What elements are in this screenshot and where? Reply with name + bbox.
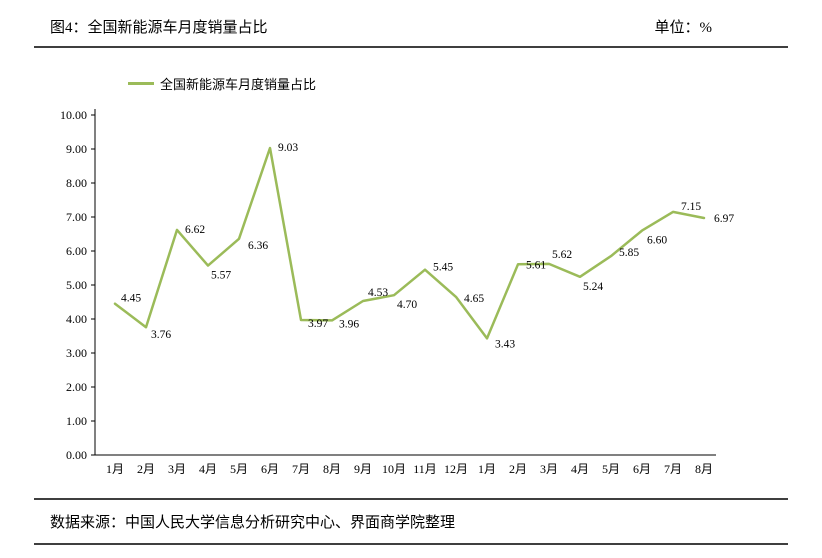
x-tick-label: 10月 — [382, 462, 406, 476]
x-tick-label: 11月 — [413, 462, 437, 476]
figure-header: 图4：全国新能源车月度销量占比 单位：% — [50, 16, 712, 37]
x-tick-label: 9月 — [354, 462, 372, 476]
y-tick-label: 10.00 — [60, 108, 87, 122]
x-tick-label: 5月 — [230, 462, 248, 476]
x-tick-label: 8月 — [695, 462, 713, 476]
unit-label: 单位：% — [654, 20, 713, 36]
data-label: 5.45 — [433, 262, 453, 274]
x-tick-label: 3月 — [168, 462, 186, 476]
x-tick-label: 6月 — [261, 462, 279, 476]
data-label: 3.43 — [495, 338, 515, 350]
data-label: 3.97 — [308, 318, 328, 330]
data-label: 7.15 — [681, 201, 701, 213]
footer-divider-bottom — [34, 543, 788, 545]
data-label: 4.45 — [121, 293, 141, 305]
x-tick-label: 7月 — [292, 462, 310, 476]
data-label: 4.65 — [464, 293, 484, 305]
data-label: 3.76 — [151, 329, 171, 341]
series-line — [113, 146, 706, 340]
data-label: 6.97 — [714, 213, 734, 225]
x-tick-label: 2月 — [137, 462, 155, 476]
data-label: 5.62 — [552, 249, 572, 261]
y-tick-label: 7.00 — [66, 210, 87, 224]
x-tick-label: 2月 — [509, 462, 527, 476]
y-tick-label: 9.00 — [66, 142, 87, 156]
data-source-text: 数据来源：中国人民大学信息分析研究中心、界面商学院整理 — [50, 515, 456, 531]
data-label: 9.03 — [278, 142, 298, 154]
data-label: 6.36 — [248, 240, 268, 252]
data-label: 5.24 — [583, 281, 603, 293]
chart-legend: 全国新能源车月度销量占比 — [128, 74, 316, 93]
data-label: 5.61 — [526, 259, 546, 271]
x-tick-label: 6月 — [633, 462, 651, 476]
x-tick-label: 12月 — [444, 462, 468, 476]
data-label: 5.85 — [619, 247, 639, 259]
x-tick-label: 5月 — [602, 462, 620, 476]
data-label: 4.70 — [397, 299, 417, 311]
x-tick-label: 1月 — [478, 462, 496, 476]
y-tick-label: 0.00 — [66, 448, 87, 462]
data-label: 5.57 — [211, 270, 231, 282]
line-chart: 0.00 1.00 2.00 3.00 4.00 5.00 6.00 7.00 8.00 9.00… — [60, 108, 734, 476]
footer-divider-top — [34, 498, 788, 500]
y-tick-label: 4.00 — [66, 312, 87, 326]
y-tick-label: 5.00 — [66, 278, 87, 292]
y-tick-label: 8.00 — [66, 176, 87, 190]
legend-label: 全国新能源车月度销量占比 — [160, 77, 317, 92]
x-tick-label: 7月 — [664, 462, 682, 476]
data-label: 4.53 — [368, 287, 388, 299]
y-tick-label: 2.00 — [66, 380, 87, 394]
y-tick-label: 6.00 — [66, 244, 87, 258]
figure-title: 图4：全国新能源车月度销量占比 — [50, 20, 268, 36]
x-tick-label: 4月 — [571, 462, 589, 476]
y-tick-label: 1.00 — [66, 414, 87, 428]
x-tick-label: 4月 — [199, 462, 217, 476]
y-tick-label: 3.00 — [66, 346, 87, 360]
x-tick-label: 8月 — [323, 462, 341, 476]
top-divider — [34, 46, 788, 48]
data-label: 6.60 — [647, 235, 667, 247]
data-label: 3.96 — [339, 318, 359, 330]
legend-line-marker — [128, 82, 154, 85]
data-label: 6.62 — [185, 224, 205, 236]
x-tick-label: 1月 — [106, 462, 124, 476]
x-tick-label: 3月 — [540, 462, 558, 476]
